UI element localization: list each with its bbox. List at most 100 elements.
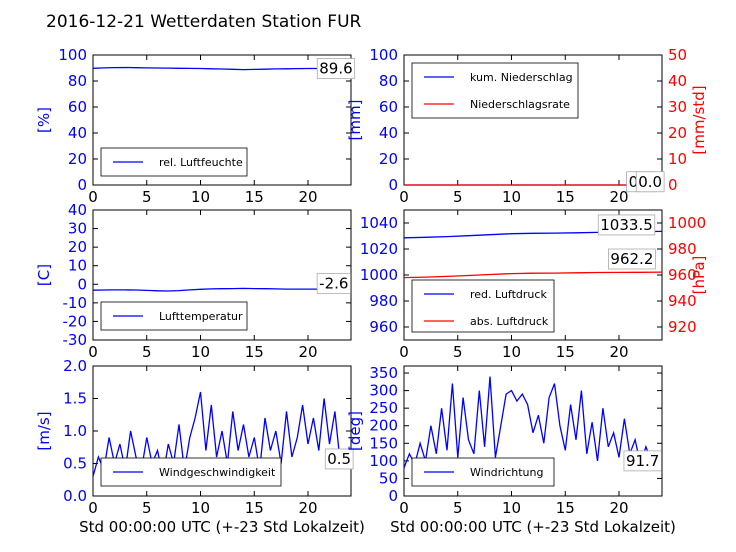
y-tick-label: -30 [63, 331, 88, 349]
y-tick-label: 30 [68, 220, 87, 238]
x-tick-label: 10 [191, 343, 210, 361]
y-tick-label: 10 [68, 257, 87, 275]
x-tick-label: 20 [298, 188, 317, 206]
value-annotation: 962.2 [610, 250, 653, 268]
y2-axis-label: [mm/std] [690, 85, 708, 154]
y-tick-label: 200 [369, 417, 398, 435]
y-tick-label: 80 [379, 72, 398, 90]
legend-label: Windgeschwindigkeit [159, 466, 276, 479]
y2-tick-label: 1000 [668, 214, 706, 232]
y-tick-label: 100 [58, 46, 87, 64]
y-tick-label: 0 [388, 176, 398, 194]
x-tick-label: 15 [556, 499, 575, 517]
value-annotation: 1033.5 [600, 216, 653, 234]
value-annotation: 89.6 [319, 60, 352, 78]
y2-tick-label: 50 [668, 46, 687, 64]
y-axis-label: [mm] [346, 100, 364, 141]
y-tick-label: 20 [68, 238, 87, 256]
y-tick-label: 50 [379, 469, 398, 487]
x-tick-label: 0 [399, 499, 409, 517]
value-annotation-box [597, 214, 656, 236]
y-tick-label: 20 [68, 150, 87, 168]
y2-tick-label: 980 [668, 240, 697, 258]
y-tick-label: 2.0 [63, 357, 87, 375]
y-tick-label: 60 [68, 98, 87, 116]
y-tick-label: -20 [63, 312, 88, 330]
y2-tick-label: 960 [668, 266, 697, 284]
x-tick-label: 0 [88, 188, 98, 206]
x-axis-label: Std 00:00:00 UTC (+-23 Std Lokalzeit) [390, 518, 676, 536]
x-tick-label: 15 [556, 343, 575, 361]
value-annotation-box [316, 58, 356, 79]
legend-label: kum. Niederschlag [470, 71, 573, 84]
y-tick-label: 150 [369, 434, 398, 452]
y-tick-label: 100 [369, 46, 398, 64]
y-tick-label: 60 [379, 98, 398, 116]
x-tick-label: 0 [399, 343, 409, 361]
value-annotation: 0.0 [638, 173, 662, 191]
y-tick-label: 0.5 [63, 455, 87, 473]
series-line [92, 391, 352, 477]
x-tick-label: 5 [453, 188, 463, 206]
x-tick-label: 15 [245, 188, 264, 206]
chart-panel-3: 0 5 10 15 20-30-20-10010203040[C]Lufttempera… [35, 201, 352, 361]
x-tick-label: 15 [556, 188, 575, 206]
value-annotation: 0.5 [327, 450, 351, 468]
chart-panel-4: 0 5 10 15 20 960 980 1000 1020 1040 920 940 960 980 10… [360, 209, 708, 361]
series-line [92, 287, 351, 292]
x-tick-label: 0 [88, 343, 98, 361]
y-tick-label: 40 [379, 124, 398, 142]
x-tick-label: 10 [502, 343, 521, 361]
x-tick-label: 5 [453, 499, 463, 517]
legend-label: abs. Luftdruck [470, 315, 549, 328]
y-tick-label: 0.0 [63, 487, 87, 505]
x-tick-label: 5 [142, 343, 152, 361]
chart-panel-2: 0 5 10 15 20 0 20 40 60 80 100 0 10 20 30 40 50 [mm] [mm/s… [346, 46, 708, 206]
x-tick-label: 5 [142, 499, 152, 517]
y2-tick-label: 940 [668, 292, 697, 310]
y-tick-label: 0 [388, 487, 398, 505]
x-axis-label: Std 00:00:00 UTC (+-23 Std Lokalzeit) [79, 518, 365, 536]
legend-box [411, 279, 555, 333]
y2-axis-label: [hPa] [690, 256, 708, 295]
value-annotation-box [608, 248, 656, 270]
y-tick-label: 960 [369, 318, 398, 336]
value-annotation: 91.7 [626, 452, 659, 470]
y-tick-label: 350 [369, 364, 398, 382]
y2-tick-label: 20 [668, 124, 687, 142]
figure-title: 2016-12-21 Wetterdaten Station FUR [46, 12, 362, 32]
y-tick-label: 20 [379, 150, 398, 168]
x-tick-label: 20 [609, 188, 628, 206]
y-tick-label: 980 [369, 292, 398, 310]
y-tick-label: 0 [77, 176, 87, 194]
y-tick-label: 40 [68, 124, 87, 142]
y-tick-label: -10 [63, 294, 88, 312]
x-tick-label: 20 [298, 499, 317, 517]
value-annotation: -2.6 [319, 274, 348, 292]
value-annotation-box [316, 272, 351, 294]
legend-label: Niederschlagsrate [470, 98, 570, 111]
y-axis-label: [m/s] [35, 411, 53, 450]
y-tick-label: 300 [369, 382, 398, 400]
legend-label: red. Luftdruck [470, 288, 547, 301]
y-axis-label: [deg] [346, 411, 364, 451]
y-tick-label: 1.0 [63, 422, 87, 440]
y-tick-label: 100 [369, 452, 398, 470]
y2-tick-label: 40 [668, 72, 687, 90]
x-tick-label: 15 [245, 343, 264, 361]
x-tick-label: 5 [142, 188, 152, 206]
y-axis-label: [%] [35, 107, 53, 133]
value-annotation-box [623, 450, 662, 472]
y-tick-label: 40 [68, 201, 87, 219]
y-tick-label: 0 [77, 275, 87, 293]
y-tick-label: 1.5 [63, 390, 87, 408]
legend-label: Windrichtung [470, 466, 543, 479]
legend-label: rel. Luftfeuchte [159, 156, 243, 169]
x-tick-label: 20 [609, 499, 628, 517]
series-line [403, 376, 663, 469]
value-annotation-box [635, 171, 665, 193]
y2-tick-label: 0 [668, 176, 678, 194]
y-tick-label: 80 [68, 72, 87, 90]
